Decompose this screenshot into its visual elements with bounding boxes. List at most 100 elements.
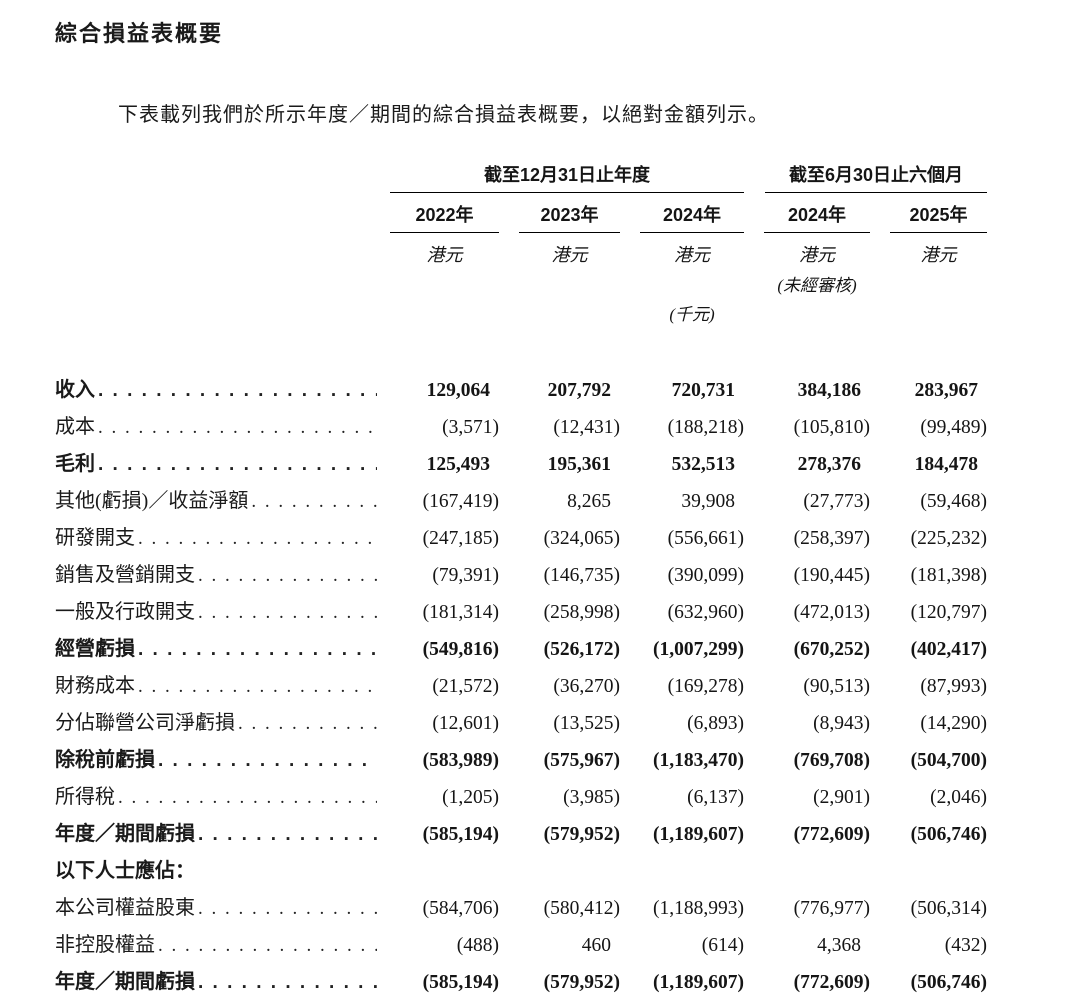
dot-leader [195,972,377,994]
currency-label: 港元 [551,245,588,265]
year-header-2024-interim: 2024年 [744,193,870,233]
header-spacer [55,233,385,267]
value-cell: (247,185) [422,528,499,549]
row-label-text: 分佔聯營公司淨虧損 [55,712,235,734]
value-cell: (1,189,607) [653,824,744,845]
table-row: 一般及行政開支 (181,314) (258,998) (632,960) (472,0… [55,587,987,624]
value-cell: (6,893) [687,713,744,734]
value-cell: (27,773) [803,491,870,512]
row-label-text: 經營虧損 [55,638,135,660]
dot-leader [195,898,377,920]
dot-leader [95,380,377,402]
value-cell: 207,792 [547,380,611,401]
value-cell: (12,431) [553,417,620,438]
period-group-annual: 截至12月31日止年度 [385,161,744,193]
value-cell: (13,525) [553,713,620,734]
value-cell: (488) [456,935,499,956]
year-label: 2025年 [890,193,988,233]
row-label-text: 研發開支 [55,527,135,549]
value-cell [385,846,499,883]
value-cell: (8,943) [813,713,870,734]
value-cell: (79,391) [432,565,499,586]
table-row: 收入 129,064 207,792 720,731 384,186 283,967 [55,365,987,402]
value-cell: (472,013) [793,602,870,623]
value-cell: (504,700) [910,750,988,771]
currency-row: 港元 港元 港元 港元 港元 [55,233,987,267]
row-label: 分佔聯營公司淨虧損 [55,698,385,735]
row-label-text: 一般及行政開支 [55,601,195,623]
row-label-text: 銷售及營銷開支 [55,564,195,586]
currency-label: 港元 [674,245,710,265]
dot-leader [195,565,377,587]
value-cell: (1,183,470) [653,750,744,771]
value-cell: (6,137) [687,787,744,808]
value-cell: (2,901) [813,787,870,808]
year-header-2022: 2022年 [385,193,499,233]
year-header-2024: 2024年 [620,193,744,233]
value-cell [870,846,987,883]
value-cell: 532,513 [671,454,735,475]
value-cell: (585,194) [422,972,499,993]
value-cell: (670,252) [793,639,870,660]
row-label: 除稅前虧損 [55,735,385,772]
value-cell: (769,708) [793,750,870,771]
period-group-interim-label: 截至6月30日止六個月 [765,161,988,193]
dot-leader [155,935,377,957]
dot-leader [95,454,377,476]
row-label: 收入 [55,365,385,402]
value-cell: (506,746) [910,972,988,993]
table-row: 以下人士應佔： [55,846,987,883]
row-label: 經營虧損 [55,624,385,661]
value-cell: (1,189,607) [653,972,744,993]
value-cell: (59,468) [920,491,988,512]
value-cell: (432) [944,935,988,956]
unaudited-note: (未經審核) [777,276,857,295]
value-cell: 125,493 [426,454,490,475]
value-cell [499,846,620,883]
row-label-text: 成本 [55,416,95,438]
value-cell: (575,967) [543,750,620,771]
value-cell: (120,797) [910,602,988,623]
value-cell: 384,186 [797,380,861,401]
value-cell: (1,205) [442,787,499,808]
row-label: 其他(虧損)／收益淨額 [55,476,385,513]
table-body: 收入 129,064 207,792 720,731 384,186 283,967 成本 (… [55,365,987,994]
row-label-text: 所得稅 [55,786,115,808]
value-cell: (585,194) [422,824,499,845]
row-label-text: 本公司權益股東 [55,897,195,919]
value-cell: (258,998) [543,602,620,623]
unaudited-row: (未經審核) [55,267,987,296]
value-cell: (167,419) [422,491,499,512]
table-row: 年度／期間虧損 (585,194) (579,952) (1,189,607) (772… [55,809,987,846]
value-cell: (506,746) [910,824,988,845]
value-cell: (549,816) [422,639,499,660]
value-cell [620,846,744,883]
period-group-row: 截至12月31日止年度 截至6月30日止六個月 [55,161,988,193]
value-cell: (190,445) [793,565,870,586]
value-cell: (36,270) [553,676,620,697]
value-cell: (225,232) [910,528,988,549]
table-row: 其他(虧損)／收益淨額 (167,419) 8,265 39,908 (27,773) (… [55,476,987,513]
table-row: 財務成本 (21,572) (36,270) (169,278) (90,513) (87… [55,661,987,698]
value-cell [744,846,870,883]
row-label-text: 毛利 [55,453,95,475]
value-cell: 8,265 [567,491,611,512]
year-label: 2024年 [764,193,870,233]
value-cell: (258,397) [793,528,870,549]
row-label: 非控股權益 [55,920,385,957]
period-group-annual-label: 截至12月31日止年度 [390,161,744,193]
value-cell: (188,218) [667,417,744,438]
value-cell: (181,314) [422,602,499,623]
value-cell: (14,290) [920,713,988,734]
table-row: 毛利 125,493 195,361 532,513 278,376 184,478 [55,439,987,476]
currency-label: 港元 [426,245,463,265]
table-row: 本公司權益股東 (584,706) (580,412) (1,188,993) (776… [55,883,987,920]
table-row: 非控股權益 (488) 460 (614) 4,368 (432) [55,920,987,957]
row-label: 財務成本 [55,661,385,698]
value-cell: (579,952) [543,824,620,845]
header-spacer [55,161,385,193]
value-cell: (181,398) [910,565,988,586]
value-cell: (556,661) [667,528,744,549]
table-row: 經營虧損 (549,816) (526,172) (1,007,299) (670,25… [55,624,987,661]
